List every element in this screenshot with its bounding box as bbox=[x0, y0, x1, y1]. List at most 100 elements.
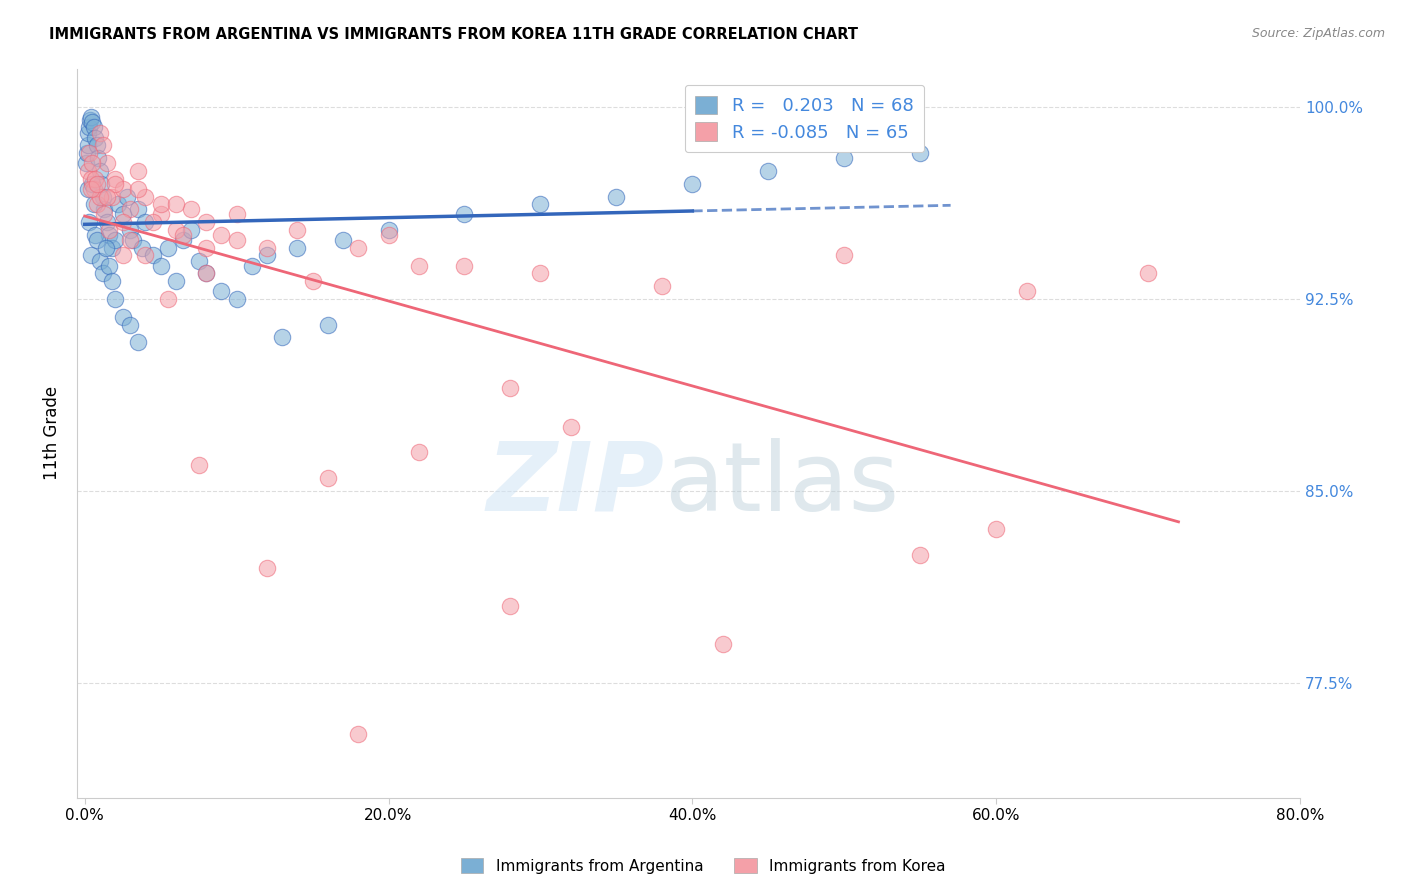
Point bbox=[93, 202, 115, 217]
Point bbox=[75, 156, 97, 170]
Point bbox=[120, 233, 142, 247]
Point bbox=[104, 292, 127, 306]
Point bbox=[76, 164, 98, 178]
Point bbox=[225, 292, 247, 306]
Point bbox=[96, 189, 118, 203]
Point bbox=[910, 146, 932, 161]
Point bbox=[225, 233, 247, 247]
Point bbox=[89, 164, 111, 178]
Point bbox=[225, 207, 247, 221]
Point bbox=[134, 189, 156, 203]
Point bbox=[910, 548, 932, 562]
Point bbox=[256, 241, 278, 255]
Point bbox=[86, 197, 108, 211]
Point bbox=[195, 266, 218, 280]
Point bbox=[316, 471, 339, 485]
Point bbox=[86, 138, 108, 153]
Point bbox=[93, 207, 115, 221]
Text: ZIP: ZIP bbox=[486, 438, 664, 531]
Point bbox=[180, 223, 202, 237]
Point bbox=[104, 233, 127, 247]
Point bbox=[94, 241, 117, 255]
Point bbox=[529, 266, 551, 280]
Point bbox=[209, 284, 232, 298]
Point bbox=[149, 207, 172, 221]
Point bbox=[287, 223, 309, 237]
Point bbox=[149, 197, 172, 211]
Point bbox=[111, 182, 134, 196]
Point bbox=[832, 151, 855, 165]
Point bbox=[209, 227, 232, 242]
Point bbox=[115, 189, 138, 203]
Point bbox=[605, 189, 627, 203]
Point bbox=[80, 171, 103, 186]
Point bbox=[1137, 266, 1160, 280]
Point bbox=[86, 177, 108, 191]
Point bbox=[101, 189, 124, 203]
Point bbox=[316, 318, 339, 332]
Point bbox=[84, 171, 107, 186]
Point bbox=[756, 164, 779, 178]
Point bbox=[187, 458, 209, 473]
Point bbox=[91, 189, 114, 203]
Point bbox=[83, 197, 105, 211]
Point bbox=[142, 215, 165, 229]
Point bbox=[165, 274, 187, 288]
Point bbox=[98, 227, 121, 242]
Point bbox=[111, 207, 134, 221]
Point bbox=[165, 197, 187, 211]
Point bbox=[90, 177, 112, 191]
Point bbox=[122, 233, 145, 247]
Point bbox=[76, 138, 98, 153]
Point bbox=[1015, 284, 1038, 298]
Point bbox=[104, 171, 127, 186]
Point bbox=[127, 164, 149, 178]
Point bbox=[195, 266, 218, 280]
Point bbox=[651, 279, 673, 293]
Point bbox=[453, 259, 475, 273]
Point bbox=[271, 330, 294, 344]
Text: IMMIGRANTS FROM ARGENTINA VS IMMIGRANTS FROM KOREA 11TH GRADE CORRELATION CHART: IMMIGRANTS FROM ARGENTINA VS IMMIGRANTS … bbox=[49, 27, 858, 42]
Point bbox=[157, 241, 180, 255]
Point bbox=[82, 115, 104, 129]
Point bbox=[187, 253, 209, 268]
Point bbox=[256, 248, 278, 262]
Point bbox=[165, 223, 187, 237]
Point bbox=[332, 233, 354, 247]
Point bbox=[301, 274, 323, 288]
Point bbox=[172, 227, 194, 242]
Point bbox=[107, 197, 129, 211]
Point bbox=[499, 599, 522, 613]
Point bbox=[91, 266, 114, 280]
Point bbox=[195, 241, 218, 255]
Point bbox=[453, 207, 475, 221]
Point bbox=[120, 318, 142, 332]
Point bbox=[142, 248, 165, 262]
Point bbox=[131, 241, 153, 255]
Point bbox=[89, 253, 111, 268]
Point bbox=[80, 110, 103, 124]
Point bbox=[89, 126, 111, 140]
Text: atlas: atlas bbox=[664, 438, 900, 531]
Point bbox=[377, 227, 399, 242]
Point bbox=[98, 223, 121, 237]
Y-axis label: 11th Grade: 11th Grade bbox=[44, 386, 60, 481]
Point bbox=[347, 241, 370, 255]
Point bbox=[149, 259, 172, 273]
Point bbox=[180, 202, 202, 217]
Point bbox=[127, 335, 149, 350]
Point bbox=[127, 182, 149, 196]
Point bbox=[711, 638, 734, 652]
Point bbox=[80, 248, 103, 262]
Text: Source: ZipAtlas.com: Source: ZipAtlas.com bbox=[1251, 27, 1385, 40]
Point bbox=[82, 156, 104, 170]
Point bbox=[157, 292, 180, 306]
Point bbox=[134, 248, 156, 262]
Point bbox=[832, 248, 855, 262]
Point bbox=[986, 522, 1008, 536]
Point bbox=[529, 197, 551, 211]
Point bbox=[77, 146, 100, 161]
Point bbox=[560, 420, 582, 434]
Point bbox=[82, 177, 104, 191]
Point bbox=[89, 189, 111, 203]
